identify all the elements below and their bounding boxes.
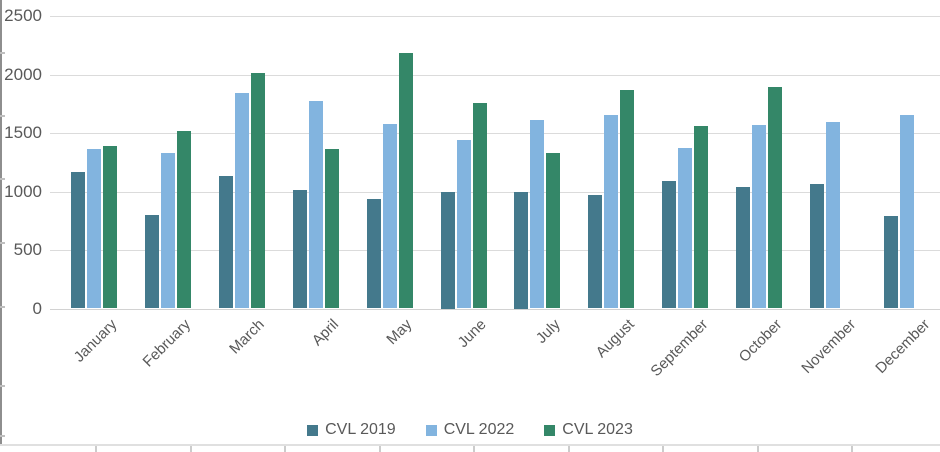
y-gridline (50, 191, 940, 193)
legend-color-swatch (425, 424, 437, 436)
bar-cvl-2019-march[interactable] (218, 176, 233, 309)
bar-cvl-2023-september[interactable] (694, 125, 709, 309)
x-axis-label: April (308, 316, 342, 350)
bar-cvl-2023-may[interactable] (398, 53, 413, 309)
bar-cvl-2019-december[interactable] (884, 216, 899, 309)
bar-cvl-2019-january[interactable] (70, 171, 85, 309)
bar-cvl-2023-october[interactable] (768, 87, 783, 309)
x-axis-label: January (70, 316, 120, 366)
bar-cvl-2023-july[interactable] (546, 152, 561, 309)
bar-cvl-2022-april[interactable] (308, 101, 323, 309)
bar-cvl-2023-april[interactable] (324, 149, 339, 309)
x-axis-label: September (647, 316, 712, 380)
bar-cvl-2022-august[interactable] (604, 115, 619, 309)
legend-item-cvl-2019[interactable]: CVL 2019 (307, 422, 396, 438)
bar-cvl-2019-february[interactable] (144, 214, 159, 309)
y-axis-tick-label: 1500 (4, 123, 42, 142)
bar-cvl-2022-february[interactable] (160, 152, 175, 309)
bar-cvl-2023-august[interactable] (620, 89, 635, 309)
legend-color-swatch (544, 424, 556, 436)
bar-cvl-2022-september[interactable] (678, 148, 693, 309)
y-gridline (50, 74, 940, 76)
y-gridline (50, 16, 940, 17)
bar-cvl-2019-september[interactable] (662, 180, 677, 309)
y-axis-tick-label: 1000 (4, 181, 42, 201)
bar-cvl-2022-march[interactable] (234, 93, 249, 309)
x-axis-label: May (383, 316, 416, 349)
sheet-left-gridline (0, 0, 2, 445)
x-axis-label: October (735, 316, 786, 366)
sheet-row-gridline-tick (0, 178, 5, 180)
legend-label: CVL 2022 (443, 421, 515, 438)
bar-cvl-2022-may[interactable] (382, 123, 397, 309)
x-axis-label: December (872, 316, 934, 377)
x-axis-label: February (139, 316, 194, 371)
sheet-column-border (851, 446, 853, 452)
legend-item-cvl-2022[interactable]: CVL 2022 (425, 421, 515, 438)
y-gridline (50, 133, 940, 134)
bar-cvl-2019-october[interactable] (736, 186, 751, 309)
bar-cvl-2023-june[interactable] (472, 102, 487, 309)
sheet-column-border (756, 446, 759, 452)
x-axis-line (50, 308, 940, 310)
x-axis-label: March (226, 316, 268, 358)
sheet-row-gridline-tick (0, 52, 5, 54)
bar-cvl-2022-june[interactable] (456, 140, 471, 309)
bar-cvl-2019-may[interactable] (366, 198, 381, 309)
bar-cvl-2022-july[interactable] (530, 120, 545, 309)
sheet-column-border (95, 446, 97, 452)
bar-cvl-2023-january[interactable] (102, 145, 117, 309)
sheet-row-gridline-tick (0, 306, 5, 308)
legend-color-swatch (307, 424, 319, 436)
sheet-column-border (189, 446, 192, 452)
y-axis-tick-label: 0 (32, 298, 42, 318)
bar-cvl-2019-april[interactable] (292, 190, 307, 309)
bar-cvl-2022-october[interactable] (752, 124, 767, 309)
bar-cvl-2023-march[interactable] (250, 73, 265, 309)
y-axis-tick-label: 500 (13, 240, 42, 259)
sheet-column-border (378, 446, 381, 452)
bar-cvl-2022-january[interactable] (86, 149, 101, 309)
legend-label: CVL 2023 (562, 421, 633, 438)
bar-cvl-2023-february[interactable] (176, 130, 191, 309)
sheet-column-border (473, 446, 475, 452)
y-gridline (50, 250, 940, 251)
x-axis-label: August (592, 316, 638, 362)
bar-cvl-2022-november[interactable] (826, 122, 841, 309)
bar-cvl-2019-august[interactable] (588, 195, 603, 309)
x-axis-label: June (454, 316, 490, 352)
bar-cvl-2019-july[interactable] (514, 191, 529, 309)
sheet-column-border (567, 446, 570, 452)
sheet-row-gridline-tick (0, 242, 5, 244)
sheet-row-border (0, 444, 940, 446)
sheet-column-border (662, 446, 664, 452)
bar-cvl-2022-december[interactable] (900, 115, 915, 309)
sheet-row-gridline-tick (0, 435, 5, 437)
legend-item-cvl-2023[interactable]: CVL 2023 (544, 422, 633, 438)
bar-cvl-2019-november[interactable] (810, 184, 825, 309)
y-axis-tick-label: 2500 (4, 6, 42, 25)
bar-cvl-2019-june[interactable] (440, 191, 455, 309)
sheet-column-border (284, 446, 286, 452)
sheet-row-gridline-tick (0, 115, 5, 117)
legend-label: CVL 2019 (325, 421, 396, 438)
x-axis-label: July (532, 316, 564, 347)
x-axis-label: November (798, 316, 860, 377)
y-axis-tick-label: 2000 (4, 64, 42, 84)
chart-legend: CVL 2019 CVL 2022 CVL 2023 (0, 419, 940, 441)
sheet-row-gridline-tick (0, 385, 5, 387)
